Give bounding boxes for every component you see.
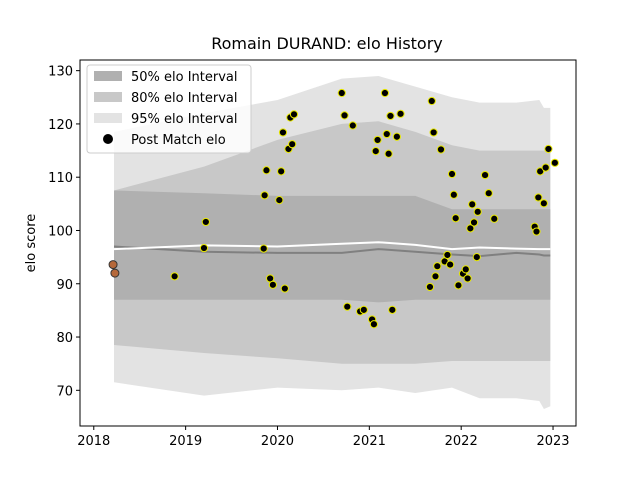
chart-title: Romain DURAND: elo History xyxy=(211,34,443,53)
post-match-elo-point xyxy=(425,282,435,292)
post-match-elo-point xyxy=(443,250,452,260)
post-match-elo-point xyxy=(490,214,499,223)
legend-swatch xyxy=(94,113,122,123)
post-match-elo-point xyxy=(262,166,271,175)
post-match-elo-point xyxy=(436,145,446,154)
post-match-elo-point xyxy=(427,96,436,106)
post-match-elo-point xyxy=(392,132,401,141)
post-match-elo-point xyxy=(469,218,479,227)
post-match-elo-point xyxy=(259,244,268,253)
post-match-elo-point xyxy=(170,272,179,281)
post-match-elo-point xyxy=(201,217,210,227)
post-match-elo-point xyxy=(388,305,397,314)
post-match-elo-point xyxy=(278,128,288,137)
legend-label: 95% elo Interval xyxy=(131,112,238,127)
post-match-elo-point xyxy=(484,189,493,198)
post-match-elo-point xyxy=(288,140,297,149)
post-match-elo-point xyxy=(280,284,289,293)
post-match-elo-point xyxy=(275,196,284,205)
y-tick-label: 130 xyxy=(48,65,73,80)
post-match-elo-point xyxy=(463,274,472,283)
post-match-elo-point xyxy=(544,144,553,154)
y-tick-label: 80 xyxy=(56,331,73,346)
band-50-interval xyxy=(114,190,551,303)
post-match-elo-point xyxy=(199,243,209,253)
post-match-elo-point xyxy=(451,214,460,223)
legend-swatch xyxy=(94,92,122,102)
y-tick-label: 90 xyxy=(56,278,73,293)
post-match-elo-point xyxy=(473,207,482,216)
post-match-elo-point xyxy=(429,128,438,137)
x-axis: 2018 2019 2020 2021 2022 2023 xyxy=(77,426,570,449)
post-match-elo-point xyxy=(446,260,455,269)
post-match-elo-point xyxy=(343,302,352,311)
post-match-elo-point xyxy=(396,109,405,118)
post-match-elo-point xyxy=(260,191,269,200)
x-tick-label: 2021 xyxy=(353,434,386,449)
post-match-elo-point xyxy=(371,147,380,156)
y-tick-label: 100 xyxy=(48,224,73,239)
post-match-elo-point xyxy=(289,110,299,119)
legend-swatch xyxy=(94,71,122,81)
post-match-elo-point xyxy=(386,111,395,121)
post-match-elo-point xyxy=(382,129,391,139)
post-match-elo-point xyxy=(380,88,390,98)
post-match-elo-point xyxy=(268,280,277,289)
post-match-elo-point xyxy=(541,163,550,172)
post-match-elo-point xyxy=(348,121,357,130)
post-match-elo-point xyxy=(369,320,379,329)
plot-area xyxy=(108,76,559,409)
post-match-elo-point xyxy=(447,169,457,179)
y-tick-label: 110 xyxy=(48,171,73,186)
x-tick-label: 2020 xyxy=(261,434,294,449)
post-match-elo-point xyxy=(532,227,541,236)
axes-frame xyxy=(79,59,577,427)
post-match-elo-point xyxy=(433,262,442,271)
post-match-elo-point xyxy=(431,272,440,281)
legend-label: Post Match elo xyxy=(131,133,226,148)
median-line xyxy=(113,245,551,258)
legend: 50% elo Interval 80% elo Interval 95% elo … xyxy=(86,64,252,154)
post-match-elo-point xyxy=(384,149,393,158)
x-tick-label: 2018 xyxy=(77,434,110,449)
legend-box xyxy=(86,64,252,154)
legend-marker xyxy=(103,134,113,144)
post-match-elo-point xyxy=(373,135,382,145)
post-match-elo-point xyxy=(454,281,463,290)
x-tick-label: 2019 xyxy=(169,434,202,449)
post-match-elo-point xyxy=(340,111,349,120)
post-match-elo-point xyxy=(536,167,545,176)
initial-elo-point xyxy=(108,260,118,270)
post-match-elo-point xyxy=(461,265,470,274)
initial-elo-point xyxy=(110,268,120,278)
post-match-elo-point xyxy=(449,190,458,199)
x-tick-label: 2023 xyxy=(536,434,569,449)
post-match-elo-point xyxy=(468,200,477,209)
post-match-elo-point xyxy=(550,158,559,167)
post-match-elo-point xyxy=(472,253,481,262)
post-match-elo-point xyxy=(466,224,475,233)
post-match-elo-point xyxy=(277,167,286,176)
post-match-elo-point xyxy=(337,88,346,98)
legend-label: 80% elo Interval xyxy=(131,91,238,106)
x-tick-label: 2022 xyxy=(445,434,478,449)
legend-label: 50% elo Interval xyxy=(131,70,238,85)
y-tick-label: 70 xyxy=(56,384,73,399)
post-match-elo-point xyxy=(359,305,368,314)
post-match-elo-point xyxy=(480,170,490,180)
y-axis: 70 80 90 100 110 120 130 xyxy=(48,65,80,399)
post-match-elo-point xyxy=(539,199,548,208)
post-match-elo-point xyxy=(534,193,543,202)
y-axis-label: elo score xyxy=(24,214,39,273)
y-tick-label: 120 xyxy=(48,118,73,133)
